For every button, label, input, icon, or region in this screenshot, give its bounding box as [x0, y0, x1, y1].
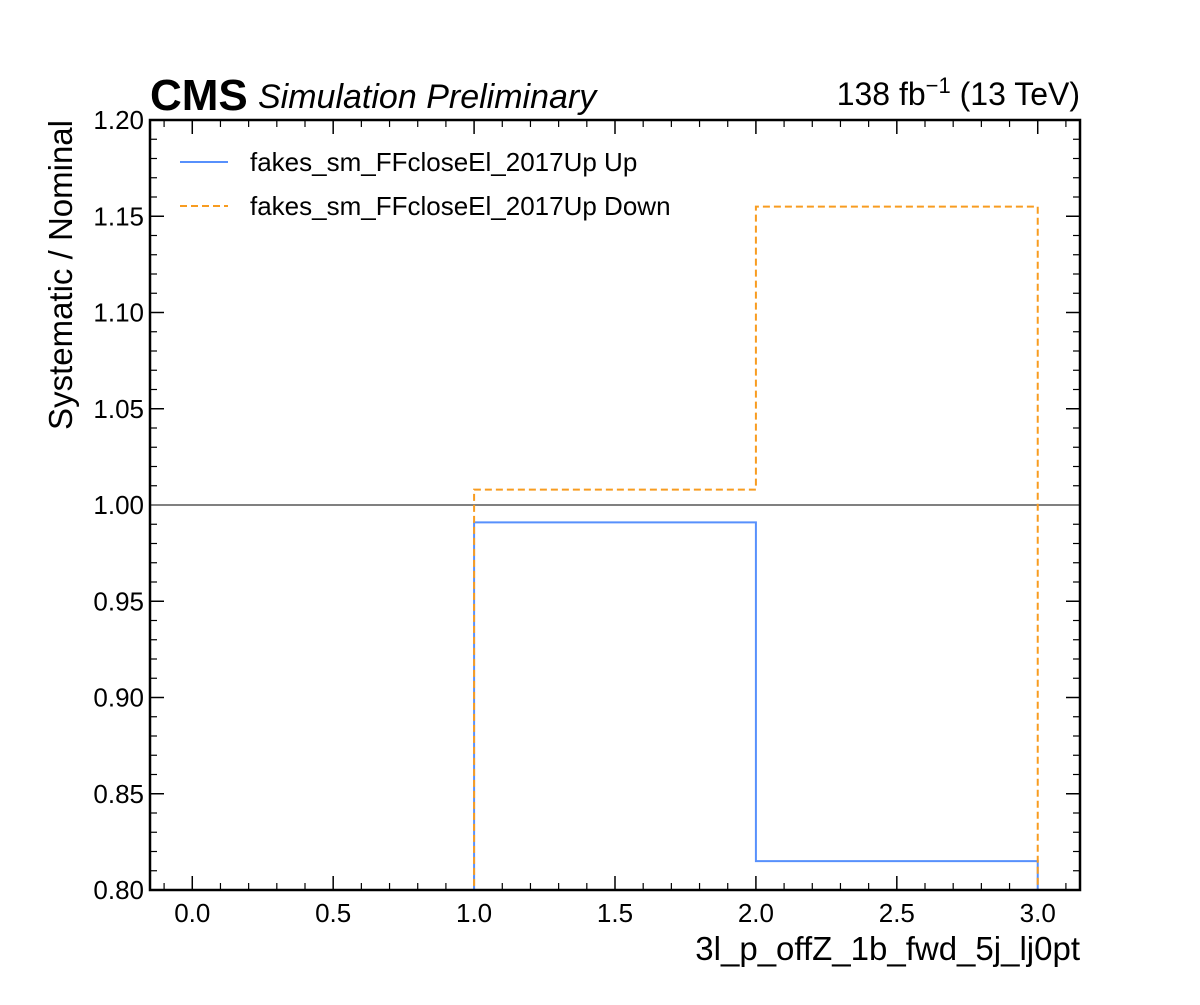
y-tick-label: 1.00: [93, 490, 144, 520]
legend-label: fakes_sm_FFcloseEl_2017Up Up: [250, 147, 637, 177]
y-tick-label: 0.85: [93, 779, 144, 809]
series-line-0: [192, 521, 1039, 891]
x-axis-label: 3l_p_offZ_1b_fwd_5j_lj0pt: [695, 930, 1080, 967]
x-tick-label: 0.0: [174, 898, 210, 928]
x-tick-label: 2.5: [879, 898, 915, 928]
tick-labels: 0.0 0.5 1.0 1.5 2.0 2.5 3.0 0.80 0.85 0.90 0.95 1.0…: [93, 105, 1055, 928]
y-tick-label: 1.10: [93, 298, 144, 328]
y-tick-label: 1.05: [93, 394, 144, 424]
y-tick-label: 0.95: [93, 586, 144, 616]
x-tick-label: 1.0: [456, 898, 492, 928]
lumi-value: 138 fb: [837, 76, 926, 112]
y-tick-label: 0.90: [93, 683, 144, 713]
experiment-label: CMS: [150, 71, 248, 120]
lumi-label: 138 fb−1 (13 TeV): [837, 73, 1080, 112]
legend-label: fakes_sm_FFcloseEl_2017Up Down: [250, 191, 671, 221]
legend: fakes_sm_FFcloseEl_2017Up Up fakes_sm_FFc…: [180, 147, 671, 221]
y-tick-label: 1.15: [93, 201, 144, 231]
lumi-exponent: −1: [926, 73, 951, 98]
x-tick-label: 3.0: [1020, 898, 1056, 928]
plot-frame: [148, 118, 1082, 892]
energy-label: (13 TeV): [951, 76, 1080, 112]
series-group: [192, 205, 1039, 891]
y-tick-label: 1.20: [93, 105, 144, 135]
status-label: Simulation Preliminary: [258, 78, 598, 116]
y-axis-label: Systematic / Nominal: [42, 120, 79, 430]
y-tick-label: 0.80: [93, 875, 144, 905]
series-line-1: [192, 205, 1039, 891]
x-tick-label: 1.5: [597, 898, 633, 928]
x-tick-label: 2.0: [738, 898, 774, 928]
x-tick-label: 0.5: [315, 898, 351, 928]
